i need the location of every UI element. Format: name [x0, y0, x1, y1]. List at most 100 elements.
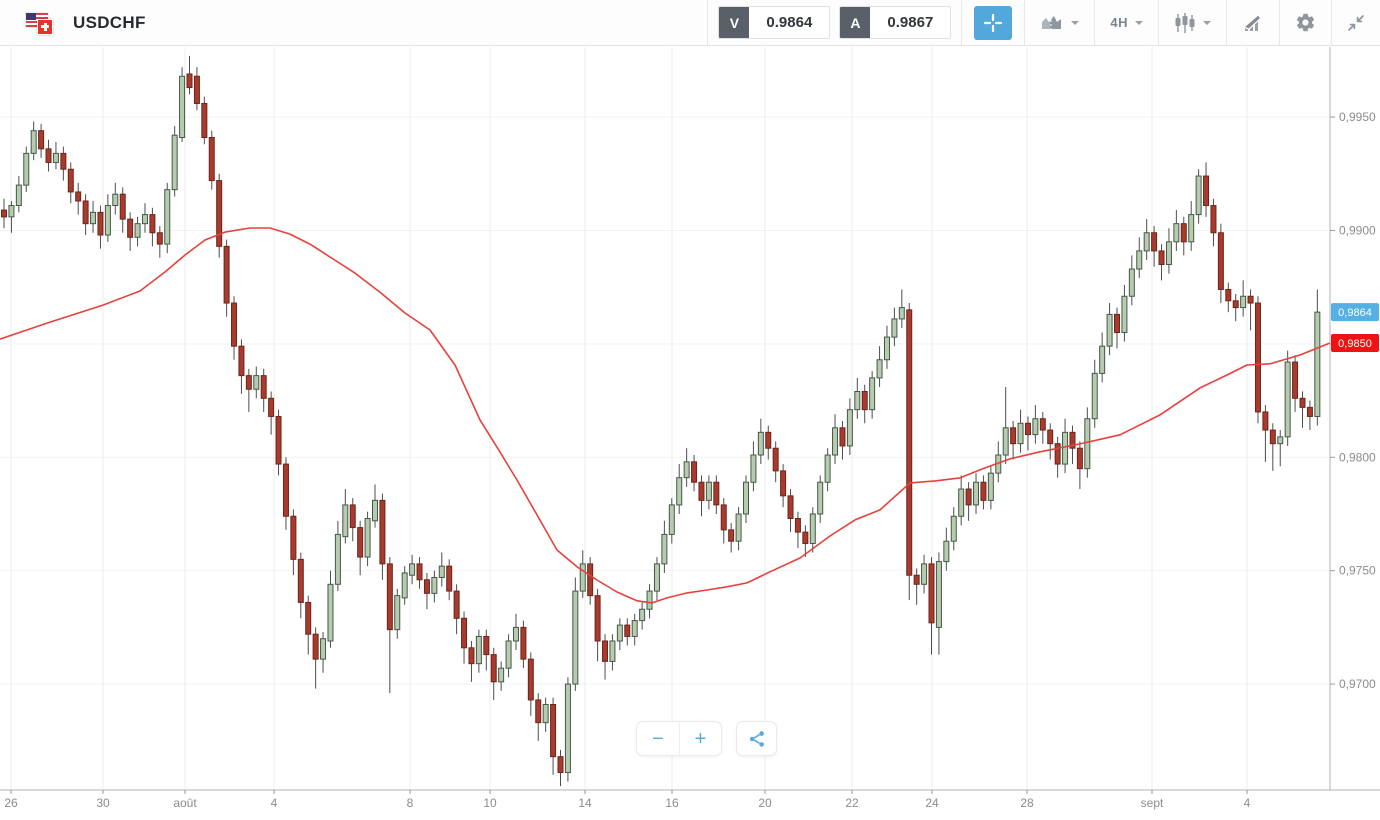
candle-body	[757, 431, 764, 456]
candle-body	[943, 540, 950, 563]
candle-body	[594, 595, 601, 642]
candle	[869, 371, 876, 419]
buy-label: A	[840, 7, 871, 38]
buy-button[interactable]: A 0.9867	[839, 6, 952, 39]
candles	[1, 55, 1321, 787]
candle	[45, 139, 52, 172]
candle	[1076, 441, 1083, 490]
collapse-chart-button[interactable]	[1332, 0, 1380, 45]
toolbar-divider	[1279, 0, 1280, 45]
toolbar-divider	[961, 0, 963, 45]
candle	[238, 339, 245, 394]
candle-body	[446, 565, 453, 592]
candle-body	[743, 481, 749, 515]
candle-body	[550, 703, 557, 758]
candle-body	[1210, 205, 1217, 234]
y-axis-tick-label: 0,9800	[1339, 450, 1376, 464]
candle-body	[817, 481, 824, 515]
candle-body	[705, 481, 712, 501]
candle	[23, 146, 30, 192]
candle-body	[1010, 427, 1017, 445]
candle-body	[431, 576, 438, 594]
candle-body	[193, 75, 200, 104]
candle-body	[869, 377, 876, 411]
x-axis-tick-label: 22	[845, 796, 859, 810]
candle-body	[216, 180, 223, 247]
timeframe-button[interactable]: 4H	[1095, 0, 1158, 45]
candle-body	[1203, 175, 1210, 207]
share-button[interactable]	[736, 721, 777, 756]
candle	[1158, 244, 1165, 281]
candle	[416, 557, 423, 589]
toolbar-divider	[1331, 0, 1332, 45]
candle	[75, 182, 82, 215]
candle	[1254, 296, 1261, 424]
share-icon	[749, 730, 764, 747]
candle-body	[564, 683, 571, 774]
candle-body	[950, 515, 957, 542]
candle	[1247, 289, 1254, 331]
candle	[1151, 225, 1158, 267]
candle	[1203, 162, 1210, 217]
candle-body	[846, 409, 853, 447]
candle-body	[876, 359, 883, 379]
ma-price-badge: 0,9850	[1331, 333, 1379, 352]
candle-body	[305, 601, 312, 635]
chevron-down-icon	[1135, 20, 1143, 25]
candle-body	[1292, 361, 1299, 399]
settings-button[interactable]	[1280, 0, 1331, 45]
compare-charts-button[interactable]	[1025, 0, 1094, 45]
zoom-controls: − +	[636, 721, 722, 756]
candle	[179, 67, 186, 143]
buy-price: 0.9867	[887, 14, 934, 31]
candle-body	[223, 245, 230, 304]
candle	[958, 475, 965, 526]
candle	[372, 484, 378, 528]
candle-body	[676, 477, 683, 506]
candle	[1165, 228, 1172, 274]
candle	[8, 200, 15, 233]
x-axis-tick-label: 4	[1244, 796, 1251, 810]
candle	[906, 303, 913, 601]
candle	[594, 588, 601, 662]
candle	[282, 457, 289, 530]
zoom-out-button[interactable]: −	[636, 721, 679, 756]
candle-body	[913, 574, 920, 585]
candle-body	[935, 561, 942, 628]
candle-body	[906, 309, 913, 576]
candle-body	[624, 624, 631, 637]
candle-body	[535, 699, 542, 724]
zoom-in-button[interactable]: +	[679, 721, 722, 756]
candle-body	[52, 152, 59, 163]
crosshair-button[interactable]	[974, 5, 1013, 40]
candle	[208, 130, 215, 190]
candle	[824, 448, 831, 492]
candle	[1121, 284, 1128, 342]
candle	[587, 557, 594, 605]
candle	[379, 493, 386, 580]
candle	[928, 557, 935, 655]
candle	[965, 482, 972, 521]
candle	[134, 216, 141, 247]
candle	[668, 498, 675, 544]
candle-body	[416, 563, 423, 581]
candle	[253, 366, 260, 399]
candle-body	[921, 563, 928, 585]
candle-body	[297, 558, 304, 603]
candle	[987, 466, 994, 510]
x-axis[interactable]: 26 30 août 4 8 10 14 16 20 22 24 28 sept 4	[4, 790, 1251, 810]
candle	[1180, 216, 1187, 256]
drawing-tools-button[interactable]	[1227, 0, 1279, 45]
candle-body	[898, 307, 905, 320]
candle-body	[141, 214, 148, 225]
candle	[631, 613, 638, 646]
candle-body	[394, 595, 401, 631]
candle-body	[1032, 418, 1039, 436]
candle-body	[282, 463, 289, 517]
candle	[743, 475, 749, 524]
candle	[1017, 409, 1024, 453]
chart-type-button[interactable]	[1159, 0, 1226, 45]
y-axis[interactable]: 0,9950 0,9900 0,9850 0,9800 0,9750 0,9700	[1330, 110, 1376, 691]
sell-button[interactable]: V 0.9864	[718, 6, 831, 39]
